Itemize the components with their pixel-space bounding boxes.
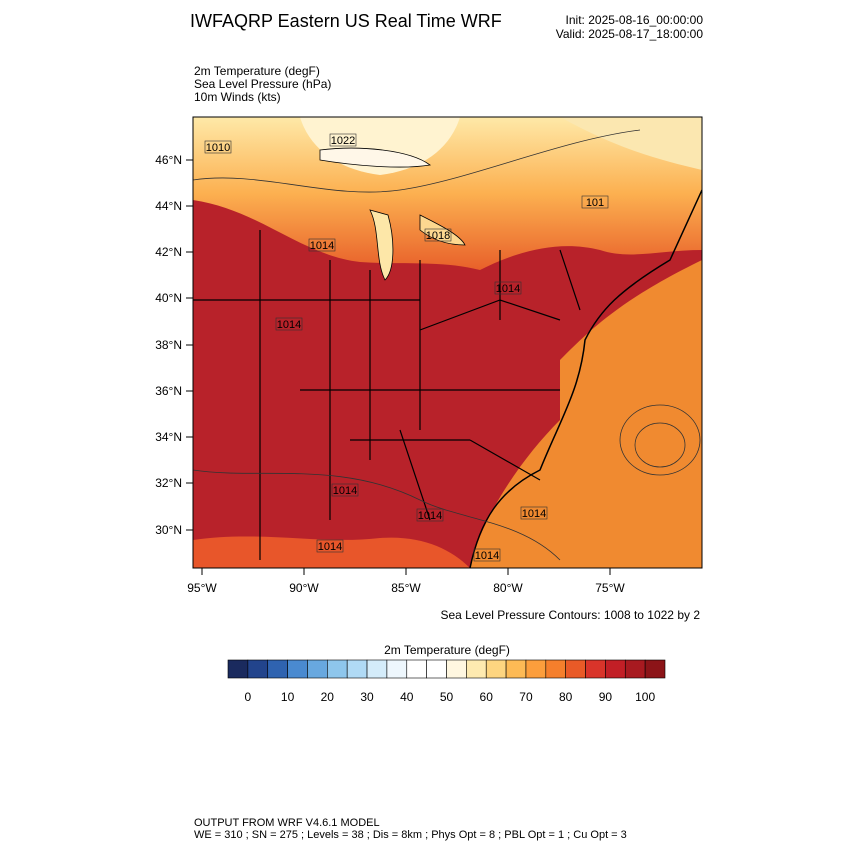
footer-line: OUTPUT FROM WRF V4.6.1 MODEL bbox=[194, 817, 380, 829]
pressure-label: 1022 bbox=[331, 135, 355, 147]
pressure-label: 1014 bbox=[496, 283, 520, 295]
colorbar-swatch bbox=[406, 659, 427, 679]
colorbar-swatch bbox=[605, 659, 626, 679]
title: IWFAQRP Eastern US Real Time WRF bbox=[190, 11, 502, 31]
colorbar-swatch bbox=[386, 659, 408, 679]
colorbar-tick-label: 60 bbox=[480, 690, 494, 704]
pressure-label-box bbox=[204, 140, 232, 154]
colorbar-swatch bbox=[307, 659, 328, 679]
pressure-label-box bbox=[275, 317, 303, 331]
lon-label: 95°W bbox=[187, 581, 217, 595]
pressure-label-box bbox=[424, 228, 452, 242]
colorbar-swatch bbox=[267, 659, 288, 679]
pressure-label: 1014 bbox=[522, 508, 546, 520]
pressure-label: 1010 bbox=[206, 142, 230, 154]
colorbar-swatch bbox=[287, 659, 308, 679]
map-frame bbox=[192, 116, 703, 569]
map-field bbox=[193, 117, 702, 568]
colorbar-swatch bbox=[327, 659, 348, 679]
colorbar-tick-label: 70 bbox=[519, 690, 533, 704]
colorbar-tick-label: 20 bbox=[321, 690, 335, 704]
lon-label: 85°W bbox=[391, 581, 421, 595]
pressure-label: 1014 bbox=[333, 485, 357, 497]
pressure-label-box bbox=[581, 195, 609, 209]
colorbar-swatch bbox=[346, 659, 368, 679]
colorbar-tick-label: 10 bbox=[281, 690, 295, 704]
pressure-label-box bbox=[416, 508, 444, 522]
lat-label: 30°N bbox=[155, 523, 182, 537]
lat-label: 44°N bbox=[155, 199, 182, 213]
field-label: 10m Winds (kts) bbox=[194, 90, 281, 104]
pressure-label-box bbox=[473, 548, 501, 562]
colorbar-tick-label: 50 bbox=[440, 690, 454, 704]
pressure-label-box bbox=[520, 506, 548, 520]
pressure-label: 1014 bbox=[277, 319, 301, 331]
field-label: Sea Level Pressure (hPa) bbox=[194, 77, 331, 91]
colorbar-swatch bbox=[466, 659, 487, 679]
colorbar-swatch bbox=[247, 659, 269, 679]
lat-label: 36°N bbox=[155, 384, 182, 398]
pressure-label: 1014 bbox=[318, 541, 342, 553]
colorbar-swatch bbox=[585, 659, 606, 679]
pressure-label-box bbox=[308, 238, 336, 252]
valid-time: Valid: 2025-08-17_18:00:00 bbox=[556, 27, 704, 41]
colorbar-swatch bbox=[624, 659, 646, 679]
colorbar-swatch bbox=[366, 659, 388, 679]
pressure-label-box bbox=[331, 483, 359, 497]
contour-note: Sea Level Pressure Contours: 1008 to 102… bbox=[441, 608, 701, 622]
pressure-label: 1018 bbox=[426, 230, 450, 242]
colorbar-swatch bbox=[446, 659, 467, 679]
pressure-label: 1014 bbox=[418, 510, 442, 522]
colorbar-swatch bbox=[426, 659, 447, 679]
colorbar-tick-label: 30 bbox=[360, 690, 374, 704]
colorbar-tick-label: 90 bbox=[599, 690, 613, 704]
pressure-label: 101 bbox=[586, 197, 604, 209]
lat-label: 34°N bbox=[155, 430, 182, 444]
colorbar-title: 2m Temperature (degF) bbox=[384, 643, 510, 657]
pressure-label-box bbox=[494, 281, 522, 295]
colorbar-tick-label: 40 bbox=[400, 690, 414, 704]
pressure-label: 1014 bbox=[475, 550, 499, 562]
colorbar-swatch bbox=[525, 659, 547, 679]
pressure-label-box bbox=[316, 539, 344, 553]
lat-label: 46°N bbox=[155, 153, 182, 167]
lat-label: 32°N bbox=[155, 476, 182, 490]
init-time: Init: 2025-08-16_00:00:00 bbox=[566, 13, 704, 27]
pressure-label-box bbox=[329, 133, 357, 147]
colorbar-swatch bbox=[227, 659, 249, 679]
lon-label: 80°W bbox=[493, 581, 523, 595]
lon-label: 75°W bbox=[595, 581, 625, 595]
lon-label: 90°W bbox=[289, 581, 319, 595]
lat-label: 42°N bbox=[155, 245, 182, 259]
colorbar-swatch bbox=[565, 659, 586, 679]
colorbar-tick-label: 0 bbox=[245, 690, 252, 704]
pressure-label: 1014 bbox=[310, 240, 334, 252]
footer-line: WE = 310 ; SN = 275 ; Levels = 38 ; Dis … bbox=[194, 829, 627, 841]
colorbar-tick-label: 80 bbox=[559, 690, 573, 704]
field-label: 2m Temperature (degF) bbox=[194, 64, 320, 78]
lat-label: 40°N bbox=[155, 291, 182, 305]
lat-label: 38°N bbox=[155, 338, 182, 352]
colorbar-swatch bbox=[644, 659, 666, 679]
colorbar-swatch bbox=[505, 659, 527, 679]
colorbar-swatch bbox=[485, 659, 507, 679]
colorbar-tick-label: 100 bbox=[635, 690, 655, 704]
colorbar-swatch bbox=[545, 659, 566, 679]
